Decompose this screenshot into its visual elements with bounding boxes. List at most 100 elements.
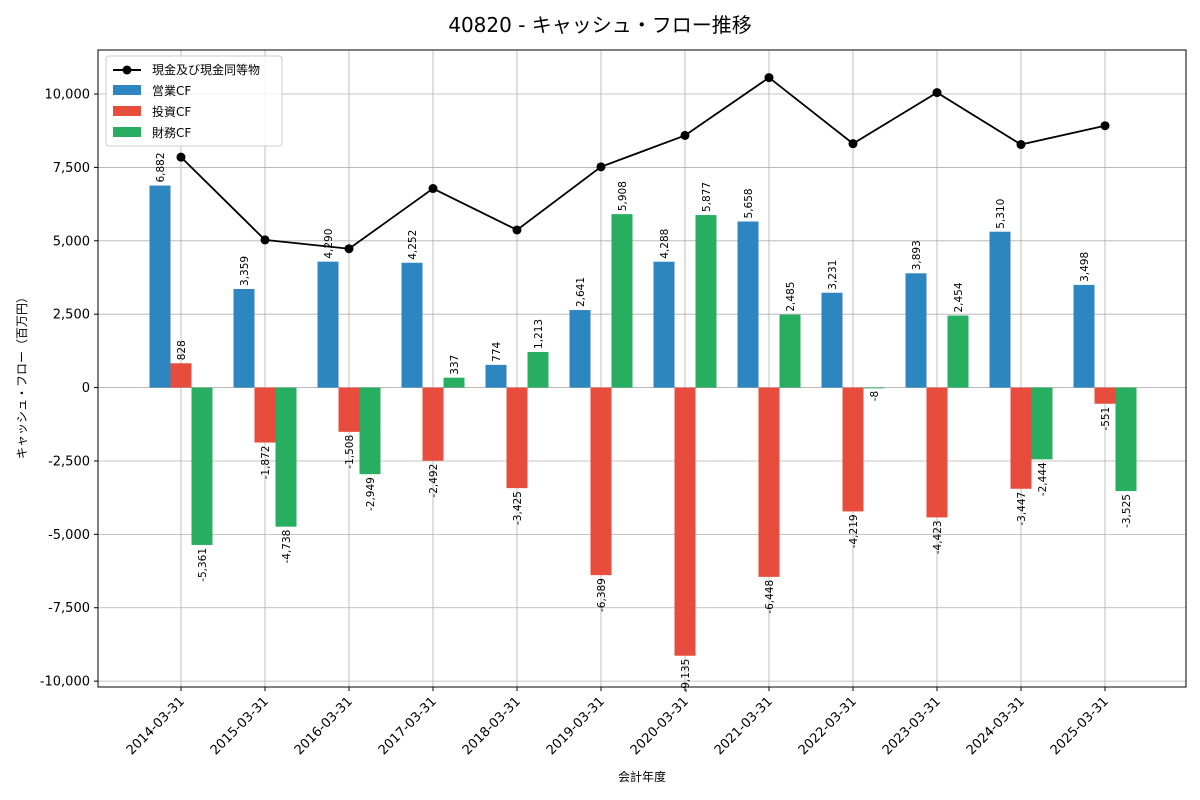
y-tick-label: -7,500 bbox=[48, 601, 90, 616]
bar-operating bbox=[569, 310, 591, 388]
bar-operating bbox=[989, 231, 1011, 388]
legend-swatch-operating bbox=[113, 85, 141, 95]
cash-point bbox=[176, 152, 186, 162]
bar-financing bbox=[695, 215, 717, 388]
cash-point bbox=[764, 73, 774, 83]
y-tick-label: 5,000 bbox=[53, 234, 90, 249]
data-label: 337 bbox=[449, 355, 461, 375]
cash-point bbox=[260, 235, 270, 245]
data-label: 6,882 bbox=[155, 152, 167, 182]
y-tick-label: 7,500 bbox=[53, 161, 90, 176]
legend: 現金及び現金同等物 営業CF 投資CF 財務CF bbox=[105, 55, 283, 147]
bar-operating bbox=[485, 364, 507, 388]
data-label: -4,738 bbox=[281, 530, 293, 564]
data-label: 2,641 bbox=[575, 277, 587, 307]
x-axis-label: 会計年度 bbox=[618, 769, 666, 784]
data-label: -2,949 bbox=[365, 477, 377, 511]
x-tick-label: 2019-03-31 bbox=[544, 694, 608, 758]
data-label: -6,389 bbox=[596, 578, 608, 612]
data-label: -4,423 bbox=[932, 520, 944, 554]
bar-financing bbox=[359, 387, 381, 475]
bar-financing bbox=[863, 387, 885, 389]
data-label: 2,485 bbox=[785, 282, 797, 312]
legend-swatch-investing bbox=[113, 106, 141, 116]
data-label: -2,444 bbox=[1037, 462, 1049, 496]
data-label: -3,425 bbox=[512, 491, 524, 525]
y-tick-label: -2,500 bbox=[48, 454, 90, 469]
data-label: -6,448 bbox=[764, 580, 776, 614]
bar-operating bbox=[821, 292, 843, 388]
bar-financing bbox=[1031, 387, 1053, 460]
cash-point bbox=[596, 162, 606, 172]
data-label: 5,658 bbox=[743, 188, 755, 218]
bar-investing bbox=[338, 387, 360, 432]
data-label: 1,213 bbox=[533, 319, 545, 349]
grid-lines bbox=[98, 50, 1186, 687]
data-label: 4,290 bbox=[323, 229, 335, 259]
x-tick-label: 2018-03-31 bbox=[460, 694, 524, 758]
data-label: 3,893 bbox=[911, 240, 923, 270]
data-label: 4,252 bbox=[407, 230, 419, 260]
cash-point bbox=[512, 225, 522, 235]
legend-swatch-financing bbox=[113, 127, 141, 137]
data-label: 4,288 bbox=[659, 229, 671, 259]
bar-financing bbox=[779, 314, 801, 388]
y-axis-label: キャッシュ・フロー（百万円） bbox=[15, 291, 29, 459]
data-label: -551 bbox=[1100, 407, 1112, 431]
bar-financing bbox=[191, 387, 213, 545]
chart-title: 40820 - キャッシュ・フロー推移 bbox=[448, 13, 752, 37]
legend-line-marker bbox=[122, 65, 132, 75]
data-label: 3,498 bbox=[1079, 252, 1091, 282]
bars-group bbox=[149, 185, 1137, 656]
data-label: 2,454 bbox=[953, 282, 965, 312]
cash-point bbox=[848, 139, 858, 149]
data-label: 828 bbox=[176, 340, 188, 360]
x-tick-label: 2023-03-31 bbox=[880, 694, 944, 758]
data-label: -4,219 bbox=[848, 514, 860, 548]
data-label: -3,447 bbox=[1016, 492, 1028, 526]
y-tick-label: -10,000 bbox=[40, 675, 90, 690]
bar-operating bbox=[905, 273, 927, 388]
bar-investing bbox=[590, 387, 612, 576]
data-label: -9,135 bbox=[680, 659, 692, 693]
bar-investing bbox=[254, 387, 276, 443]
x-tick-label: 2020-03-31 bbox=[628, 694, 692, 758]
bar-operating bbox=[653, 261, 675, 388]
bar-financing bbox=[1115, 387, 1137, 492]
data-label: -3,525 bbox=[1121, 494, 1133, 528]
x-tick-label: 2025-03-31 bbox=[1048, 694, 1112, 758]
legend-frame bbox=[105, 55, 283, 147]
data-label: 5,908 bbox=[617, 181, 629, 211]
data-label: 774 bbox=[491, 341, 503, 361]
legend-label-financing: 財務CF bbox=[152, 125, 191, 140]
cash-point bbox=[1016, 140, 1026, 150]
x-tick-label: 2016-03-31 bbox=[292, 694, 356, 758]
y-tick-label: 10,000 bbox=[45, 88, 91, 103]
cash-point bbox=[932, 88, 942, 98]
data-label: -8 bbox=[869, 391, 881, 401]
bar-investing bbox=[842, 387, 864, 512]
legend-label-cash: 現金及び現金同等物 bbox=[152, 62, 260, 77]
data-labels-group: 6,882 3,359 4,290 4,252 774 2,641 4,288 5,658 3,… bbox=[155, 152, 1133, 692]
data-label: 3,231 bbox=[827, 260, 839, 290]
legend-label-investing: 投資CF bbox=[152, 104, 191, 119]
bar-investing bbox=[758, 387, 780, 577]
y-tick-label: -5,000 bbox=[48, 528, 90, 543]
cash-point bbox=[680, 130, 690, 140]
cash-point bbox=[1100, 121, 1110, 131]
y-tick-label: 2,500 bbox=[53, 308, 90, 323]
bar-investing bbox=[422, 387, 444, 461]
x-tick-label: 2024-03-31 bbox=[964, 694, 1028, 758]
bar-operating bbox=[1073, 284, 1095, 388]
bar-investing bbox=[926, 387, 948, 518]
bar-investing bbox=[674, 387, 696, 656]
bar-financing bbox=[611, 214, 633, 388]
x-tick-label: 2017-03-31 bbox=[376, 694, 440, 758]
x-tick-label: 2015-03-31 bbox=[208, 694, 272, 758]
data-label: -2,492 bbox=[428, 464, 440, 498]
cash-line bbox=[180, 76, 1106, 250]
cash-line-group bbox=[176, 73, 1110, 254]
x-tick-label: 2022-03-31 bbox=[796, 694, 860, 758]
cash-point bbox=[428, 184, 438, 194]
